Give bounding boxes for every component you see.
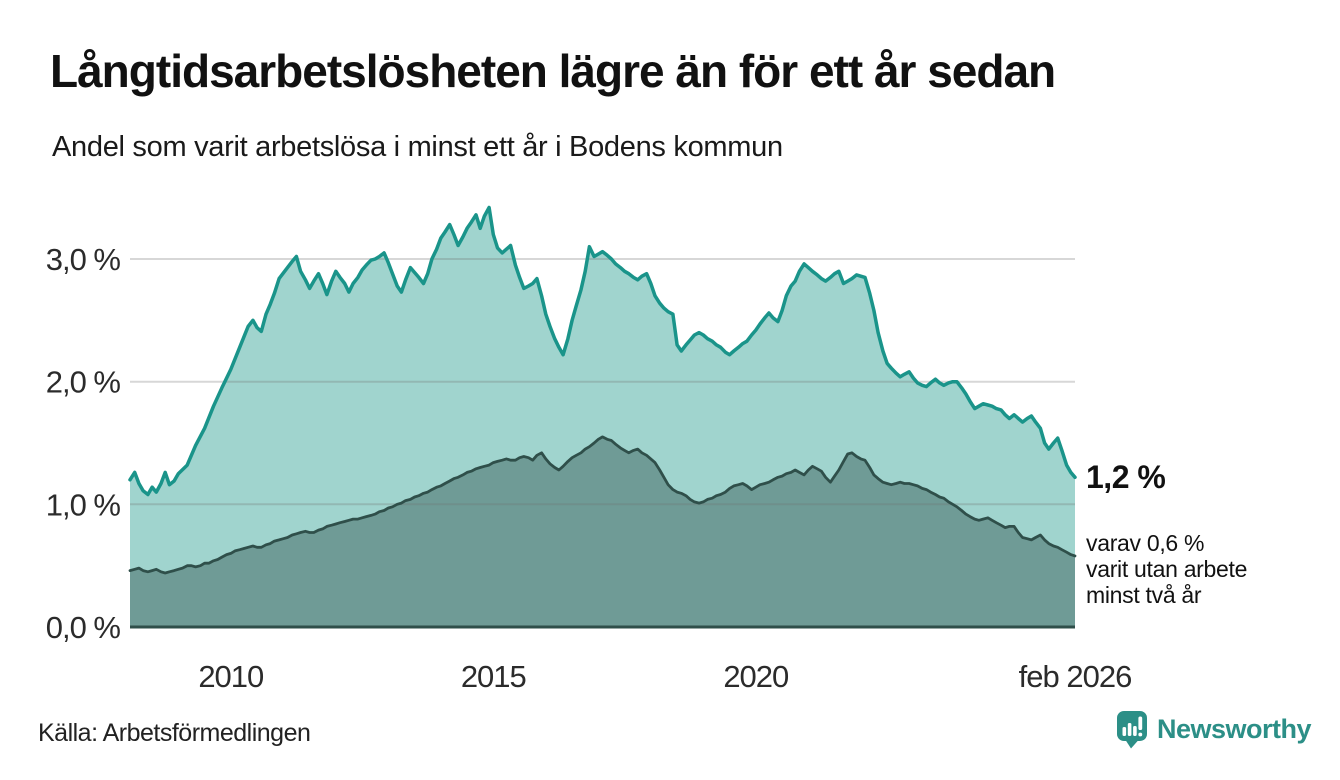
line-series-1 bbox=[128, 435, 1077, 575]
end-note: varav 0,6 % varit utan arbete minst två … bbox=[1086, 530, 1248, 608]
y-tick-label: 1,0 % bbox=[46, 487, 121, 522]
y-tick-labels: 0,0 % 1,0 % 2,0 % 3,0 % bbox=[46, 242, 122, 645]
newsworthy-wordmark: Newsworthy bbox=[1157, 714, 1312, 744]
page-subtitle: Andel som varit arbetslösa i minst ett å… bbox=[52, 131, 783, 163]
y-tick-label: 3,0 % bbox=[46, 242, 121, 277]
line-series-0 bbox=[128, 205, 1077, 497]
x-tick-labels: 2010 2015 2020 feb 2026 bbox=[198, 659, 1132, 694]
x-tick-label: 2010 bbox=[198, 659, 264, 694]
newsworthy-logo: Newsworthy bbox=[1116, 710, 1312, 749]
x-tick-label: 2020 bbox=[723, 659, 789, 694]
y-tick-label: 0,0 % bbox=[46, 610, 121, 645]
end-value-label: 1,2 % bbox=[1086, 459, 1166, 495]
x-tick-label: feb 2026 bbox=[1019, 659, 1132, 694]
y-tick-label: 2,0 % bbox=[46, 365, 121, 400]
area-series-1 bbox=[130, 436, 1075, 627]
x-tick-label: 2015 bbox=[461, 659, 526, 694]
source-note: Källa: Arbetsförmedlingen bbox=[38, 719, 311, 747]
page-title: Långtidsarbetslösheten lägre än för ett … bbox=[50, 45, 1056, 97]
chart-speech-bubble-icon bbox=[1117, 711, 1147, 749]
